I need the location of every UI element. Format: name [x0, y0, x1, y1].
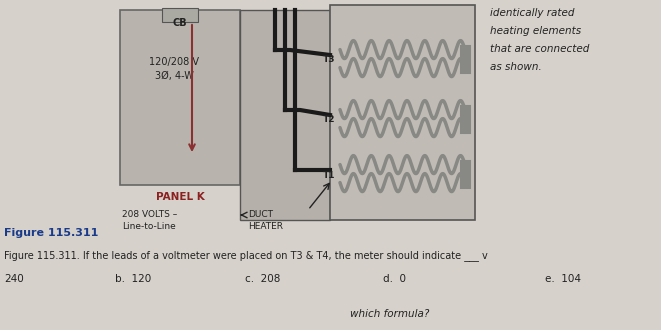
Text: as shown.: as shown.: [490, 62, 542, 72]
Bar: [240, 10, 330, 220]
Text: 240: 240: [4, 274, 24, 284]
Text: identically rated: identically rated: [490, 8, 574, 18]
Text: that are connected: that are connected: [490, 44, 590, 54]
Bar: [162, 8, 198, 22]
Text: which formula?: which formula?: [350, 309, 430, 319]
Text: Figure 115.311: Figure 115.311: [4, 228, 98, 238]
Text: c.  208: c. 208: [245, 274, 280, 284]
Text: T2: T2: [323, 115, 335, 124]
Text: T3: T3: [323, 55, 335, 64]
Bar: [330, 5, 475, 220]
Text: DUCT: DUCT: [248, 210, 273, 219]
Text: PANEL K: PANEL K: [155, 192, 204, 202]
Text: 120/208 V: 120/208 V: [149, 57, 199, 67]
Text: Figure 115.311. If the leads of a voltmeter were placed on T3 & T4, the meter sh: Figure 115.311. If the leads of a voltme…: [4, 250, 488, 261]
Bar: [120, 10, 240, 185]
Text: e.  104: e. 104: [545, 274, 581, 284]
Text: 208 VOLTS –: 208 VOLTS –: [122, 210, 177, 219]
Text: HEATER: HEATER: [248, 222, 283, 231]
Text: T1: T1: [323, 171, 335, 180]
Text: Line-to-Line: Line-to-Line: [122, 222, 176, 231]
Text: 3Ø, 4-W: 3Ø, 4-W: [155, 71, 194, 81]
Text: heating elements: heating elements: [490, 26, 581, 36]
Text: CB: CB: [173, 18, 187, 28]
Text: d.  0: d. 0: [383, 274, 406, 284]
Text: b.  120: b. 120: [115, 274, 151, 284]
